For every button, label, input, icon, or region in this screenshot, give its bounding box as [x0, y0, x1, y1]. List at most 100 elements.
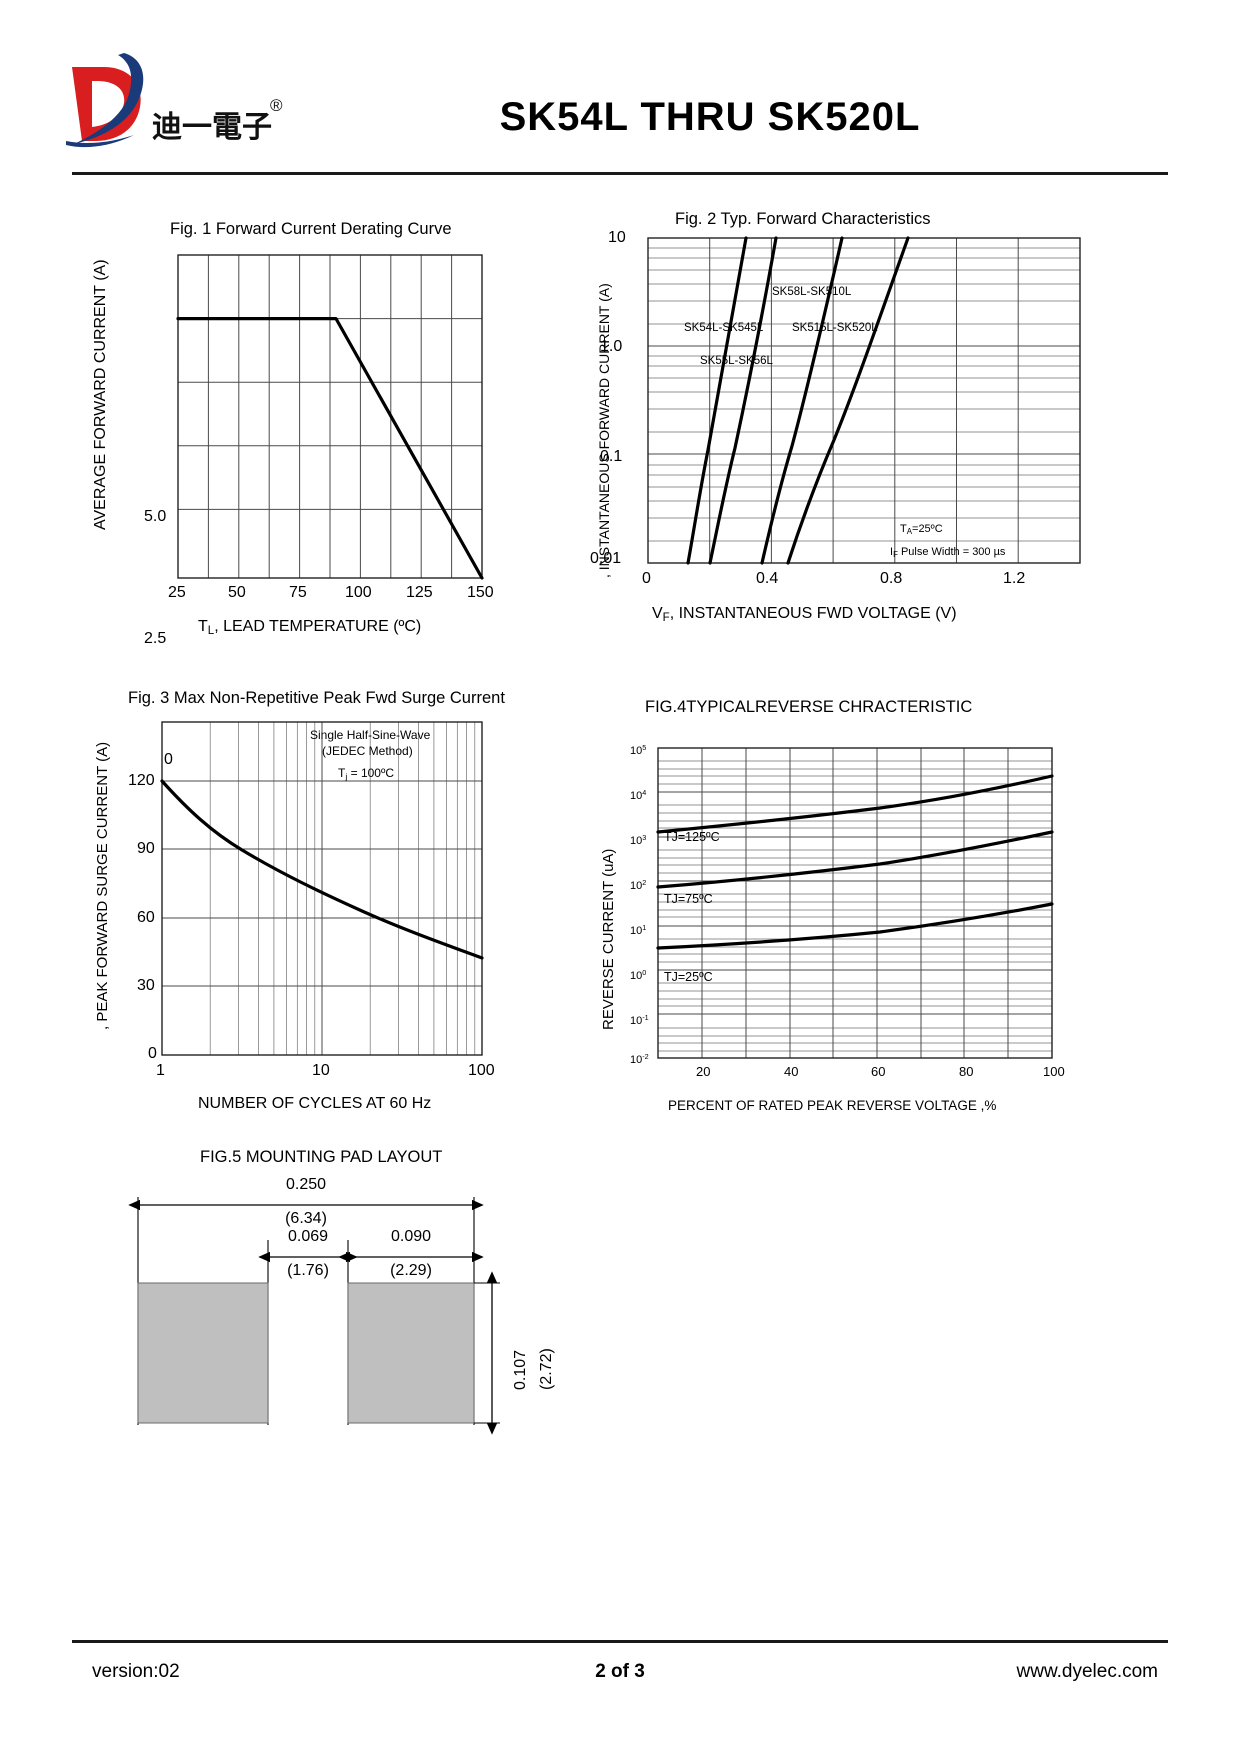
fig5-dim-pad-mm: (2.29): [390, 1262, 432, 1279]
fig5-dim-gap-mm: (1.76): [287, 1262, 329, 1279]
fig4-ytick-1e5-exp: 5: [642, 743, 647, 752]
fig1-x-axis-prefix: T: [198, 618, 208, 635]
fig1-title: Fig. 1 Forward Current Derating Curve: [170, 220, 452, 238]
footer-website[interactable]: www.dyelec.com: [1016, 1661, 1159, 1682]
fig2-note-ta-sub: A: [906, 527, 913, 537]
header-divider: [72, 172, 1168, 175]
fig1-xtick-125: 125: [406, 584, 433, 601]
fig1-plot: [176, 254, 484, 580]
fig2-xtick-0p8: 0.8: [880, 570, 903, 587]
fig1-xtick-50: 50: [228, 584, 246, 601]
fig3-note-tj: Tj = 100ºC: [338, 766, 394, 781]
fig4-ytick-1e2-exp: 2: [642, 878, 647, 887]
fig3-plot: [160, 721, 484, 1056]
fig4-xtick-80: 80: [959, 1064, 974, 1079]
fig2-curve-label-sk55l: SK55L-SK56L: [700, 355, 773, 367]
fig4-xtick-100: 100: [1043, 1064, 1065, 1079]
fig2-xtick-0p4: 0.4: [756, 570, 779, 587]
fig3-xtick-1: 1: [156, 1062, 165, 1079]
fig5-drawing: [128, 1197, 500, 1435]
fig2-note-pulse: IF Pulse Width = 300 µs: [890, 546, 1005, 559]
fig4-ytick-1e4-base: 10: [630, 789, 643, 802]
fig4-ytick-1e0-base: 10: [630, 969, 643, 982]
fig2-title: Fig. 2 Typ. Forward Characteristics: [675, 210, 931, 228]
fig4-ytick-1e2-base: 10: [630, 879, 643, 892]
fig2-x-axis-main: , INSTANTANEOUS FWD VOLTAGE (V): [669, 605, 957, 622]
fig5-dim-height-mm: (2.72): [538, 1348, 555, 1390]
fig2-ytick-10: 10: [608, 229, 626, 246]
fig4-ytick-1e5: 105: [630, 743, 646, 757]
fig1-ytick-0: 0: [164, 751, 173, 768]
fig4-ytick-1e4: 104: [630, 788, 646, 802]
company-logo: 迪一電子 ®: [52, 45, 302, 155]
fig1-ytick-5: 5.0: [144, 508, 167, 525]
page-header: 迪一電子 ® SK54L THRU SK520L: [0, 0, 1240, 180]
fig5-dim-height-inch: 0.107: [512, 1349, 529, 1390]
fig3-ytick-60: 60: [137, 909, 155, 926]
fig4-title: FIG.4TYPICALREVERSE CHRACTERISTIC: [645, 698, 973, 716]
fig2-curve-label-sk515l: SK515L-SK520L: [792, 322, 878, 334]
fig1-x-axis-main: LEAD TEMPERATURE (ºC): [223, 618, 422, 635]
fig4-ytick-1e1-base: 10: [630, 924, 643, 937]
fig2-note-if-sub: F: [893, 550, 898, 560]
page-title: SK54L THRU SK520L: [499, 95, 921, 139]
fig3-x-axis-label: NUMBER OF CYCLES AT 60 Hz: [198, 1095, 432, 1112]
fig2-curve-label-sk54l: SK54L-SK545L: [684, 322, 764, 334]
footer-page-number: 2 of 3: [595, 1661, 645, 1682]
fig5-title: FIG.5 MOUNTING PAD LAYOUT: [200, 1148, 443, 1166]
fig4-ytick-1em1-base: 10: [630, 1014, 643, 1027]
fig2-note-ta-val: =25ºC: [912, 523, 943, 535]
figure-1: Fig. 1 Forward Current Derating Curve AV…: [60, 200, 580, 768]
fig2-note-if-val: Pulse Width = 300 µs: [897, 546, 1006, 558]
fig1-xtick-25: 25: [168, 584, 186, 601]
fig5-dim-gap-inch: 0.069: [287, 1228, 329, 1245]
fig1-xtick-150: 150: [467, 584, 494, 601]
fig1-x-axis-subscript: L: [207, 625, 215, 638]
fig4-ytick-1e0-exp: 0: [642, 968, 647, 977]
fig3-note-tj-sub: j: [345, 771, 348, 782]
figure-4: FIG.4TYPICALREVERSE CHRACTERISTIC REVERS…: [560, 680, 1180, 1130]
fig3-ytick-0: 0: [148, 1045, 157, 1062]
fig4-curve-label-75c: TJ=75ºC: [664, 892, 713, 906]
fig4-xtick-40: 40: [784, 1064, 799, 1079]
figure-3: Fig. 3 Max Non-Repetitive Peak Fwd Surge…: [60, 680, 590, 1130]
fig4-ytick-1e5-base: 10: [630, 744, 643, 757]
fig4-ytick-1e3-exp: 3: [642, 833, 647, 842]
fig4-ytick-1e2: 102: [630, 878, 646, 892]
fig2-note-if: I: [890, 546, 894, 558]
fig3-note-method: (JEDEC Method): [322, 744, 413, 758]
fig4-ytick-1e4-exp: 4: [642, 788, 647, 797]
figure-5: FIG.5 MOUNTING PAD LAYOUT: [60, 1135, 680, 1465]
fig3-ytick-90: 90: [137, 840, 155, 857]
logo-chinese-text: 迪一電子: [152, 110, 272, 145]
fig2-ytick-0p1: 0.1: [600, 448, 623, 465]
fig3-note-tj-val: = 100ºC: [347, 766, 395, 780]
fig2-xtick-0: 0: [642, 570, 651, 587]
fig1-ytick-2p5: 2.5: [144, 630, 167, 647]
fig4-ytick-1em2: 10-2: [630, 1052, 649, 1066]
fig4-ytick-1em2-exp: -2: [642, 1052, 649, 1061]
fig2-note-ta: T: [900, 523, 907, 535]
fig2-note-ambient: TA=25ºC: [900, 523, 943, 536]
fig2-x-axis-prefix: V: [652, 605, 663, 622]
fig4-curve-label-125c: TJ=125ºC: [664, 830, 720, 844]
fig3-note-waveform: Single Half-Sine-Wave: [310, 728, 431, 742]
fig4-ytick-1em2-base: 10: [630, 1053, 643, 1066]
fig4-ytick-1e1: 101: [630, 923, 646, 937]
fig4-plot: [656, 747, 1054, 1059]
fig4-ytick-1e3: 103: [630, 833, 646, 847]
fig2-ytick-0p01: 0.01: [590, 550, 622, 567]
fig1-xtick-75: 75: [289, 584, 307, 601]
fig4-ytick-1em1-exp: -1: [642, 1013, 649, 1022]
registered-mark: ®: [270, 96, 283, 115]
fig4-ytick-1e3-base: 10: [630, 834, 643, 847]
fig4-x-axis-label: PERCENT OF RATED PEAK REVERSE VOLTAGE ,%: [668, 1098, 997, 1113]
fig4-curve-label-25c: TJ=25ºC: [664, 970, 713, 984]
fig3-note-tj-prefix: T: [338, 766, 346, 780]
fig2-x-axis-label: VF, INSTANTANEOUS FWD VOLTAGE (V): [652, 605, 957, 624]
fig4-xtick-60: 60: [871, 1064, 886, 1079]
fig2-xtick-1p2: 1.2: [1003, 570, 1026, 587]
fig2-ytick-1: 1.0: [600, 338, 623, 355]
fig4-ytick-1e1-exp: 1: [642, 923, 647, 932]
